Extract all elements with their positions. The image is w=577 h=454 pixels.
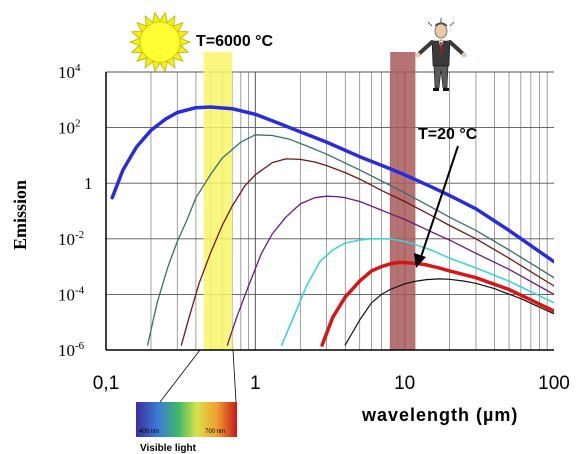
x-tick-label: 100 — [538, 373, 570, 394]
y-tick-labels: 104 102 1 10-2 10-4 10-6 — [58, 62, 93, 360]
y-tick-label: 10-6 — [58, 340, 85, 360]
y-tick-label: 10-2 — [58, 229, 84, 249]
y-tick-label: 10-4 — [58, 284, 85, 304]
series-line-4 — [280, 238, 554, 346]
band-0 — [203, 52, 233, 350]
annotation-hot: T=6000 °C — [196, 33, 274, 50]
spectrum-label: Visible light — [140, 443, 197, 454]
curves — [110, 105, 554, 347]
annotation-arrow — [414, 145, 459, 268]
series-line-6 — [344, 278, 554, 346]
series-line-2 — [180, 158, 554, 346]
y-axis-label: Emission — [10, 180, 30, 250]
person-icon — [415, 18, 467, 91]
series-line-5 — [320, 260, 554, 347]
series-line-1 — [146, 134, 554, 346]
y-tick-label: 104 — [58, 62, 81, 82]
sun-icon — [128, 11, 192, 73]
annotation-cold: T=20 °C — [418, 126, 478, 143]
spectrum-right-tick: 700 nm — [205, 429, 225, 435]
y-tick-label: 1 — [84, 174, 93, 193]
spectrum-bar — [136, 402, 237, 437]
x-axis-label: wavelength (µm) — [361, 405, 518, 425]
spectrum-left-tick: 400 nm — [139, 429, 159, 435]
x-tick-labels: 0,1 1 10 100 — [93, 373, 570, 394]
x-tick-label: 1 — [250, 373, 261, 394]
x-tick-label: 10 — [394, 373, 415, 394]
x-tick-label: 0,1 — [93, 373, 119, 394]
series-line-3 — [226, 195, 554, 346]
visible-light-strip: 400 nm 700 nm Visible light — [136, 349, 237, 454]
y-tick-label: 102 — [58, 118, 81, 138]
